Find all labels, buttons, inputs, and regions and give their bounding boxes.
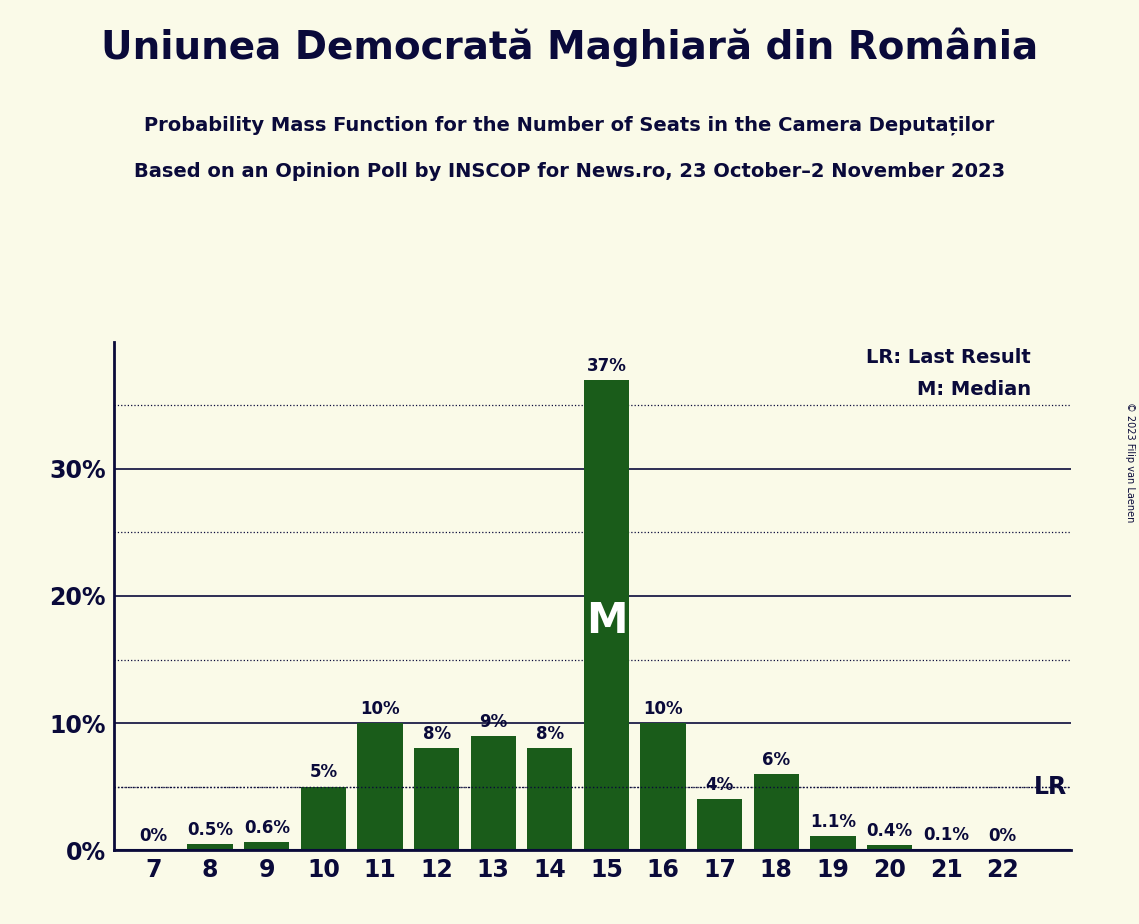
Bar <box>697 799 743 850</box>
Text: M: M <box>585 601 628 642</box>
Bar <box>924 849 969 850</box>
Text: 8%: 8% <box>535 725 564 743</box>
Bar <box>470 736 516 850</box>
Text: 0.1%: 0.1% <box>923 826 969 844</box>
Bar <box>810 836 855 850</box>
Bar <box>527 748 573 850</box>
Text: 4%: 4% <box>705 776 734 794</box>
Text: Uniunea Democrată Maghiară din România: Uniunea Democrată Maghiară din România <box>101 28 1038 67</box>
Bar <box>358 723 402 850</box>
Bar <box>413 748 459 850</box>
Bar <box>244 843 289 850</box>
Bar <box>584 380 629 850</box>
Bar <box>754 774 798 850</box>
Bar <box>301 786 346 850</box>
Text: 1.1%: 1.1% <box>810 813 855 831</box>
Text: M: Median: M: Median <box>917 380 1031 399</box>
Text: © 2023 Filip van Laenen: © 2023 Filip van Laenen <box>1125 402 1134 522</box>
Text: 8%: 8% <box>423 725 451 743</box>
Text: LR: LR <box>1034 774 1067 798</box>
Text: 10%: 10% <box>360 700 400 718</box>
Text: 9%: 9% <box>480 712 507 731</box>
Text: 0.4%: 0.4% <box>867 822 912 840</box>
Text: 5%: 5% <box>310 763 337 782</box>
Text: 0%: 0% <box>989 827 1017 845</box>
Text: 0.5%: 0.5% <box>187 821 233 839</box>
Bar <box>640 723 686 850</box>
Text: 0%: 0% <box>139 827 167 845</box>
Text: 37%: 37% <box>587 357 626 375</box>
Bar <box>867 845 912 850</box>
Text: 6%: 6% <box>762 751 790 769</box>
Text: Based on an Opinion Poll by INSCOP for News.ro, 23 October–2 November 2023: Based on an Opinion Poll by INSCOP for N… <box>134 162 1005 181</box>
Text: 0.6%: 0.6% <box>244 820 289 837</box>
Text: Probability Mass Function for the Number of Seats in the Camera Deputaților: Probability Mass Function for the Number… <box>145 116 994 135</box>
Text: 10%: 10% <box>644 700 683 718</box>
Bar <box>188 844 232 850</box>
Text: LR: Last Result: LR: Last Result <box>867 348 1031 367</box>
